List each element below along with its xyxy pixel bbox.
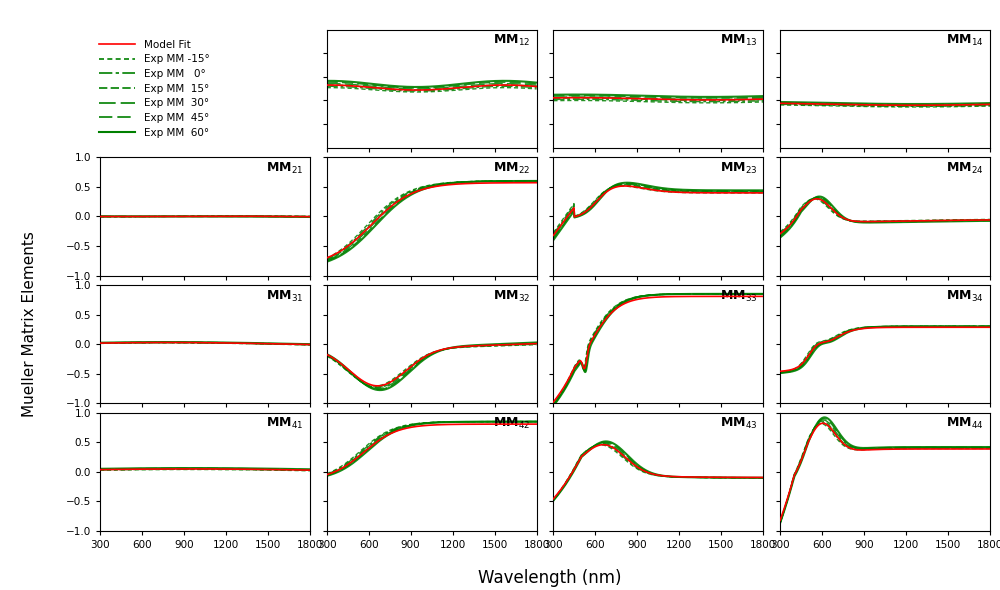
Text: MM$_{23}$: MM$_{23}$ bbox=[720, 161, 757, 176]
Text: MM$_{22}$: MM$_{22}$ bbox=[493, 161, 530, 176]
Text: MM$_{12}$: MM$_{12}$ bbox=[493, 33, 530, 48]
Text: MM$_{14}$: MM$_{14}$ bbox=[946, 33, 984, 48]
Text: MM$_{42}$: MM$_{42}$ bbox=[493, 417, 530, 431]
Text: MM$_{13}$: MM$_{13}$ bbox=[720, 33, 757, 48]
Text: MM$_{21}$: MM$_{21}$ bbox=[266, 161, 304, 176]
Text: MM$_{24}$: MM$_{24}$ bbox=[946, 161, 984, 176]
Text: MM$_{32}$: MM$_{32}$ bbox=[493, 289, 530, 304]
Text: MM$_{31}$: MM$_{31}$ bbox=[266, 289, 304, 304]
Text: MM$_{33}$: MM$_{33}$ bbox=[720, 289, 757, 304]
Text: MM$_{43}$: MM$_{43}$ bbox=[720, 417, 757, 431]
Legend: Model Fit, Exp MM -15°, Exp MM   0°, Exp MM  15°, Exp MM  30°, Exp MM  45°, Exp : Model Fit, Exp MM -15°, Exp MM 0°, Exp M… bbox=[95, 35, 214, 142]
Text: Mueller Matrix Elements: Mueller Matrix Elements bbox=[22, 231, 38, 418]
Text: MM$_{44}$: MM$_{44}$ bbox=[946, 417, 984, 431]
Text: Wavelength (nm): Wavelength (nm) bbox=[478, 569, 622, 587]
Text: MM$_{34}$: MM$_{34}$ bbox=[946, 289, 984, 304]
Text: MM$_{41}$: MM$_{41}$ bbox=[266, 417, 304, 431]
